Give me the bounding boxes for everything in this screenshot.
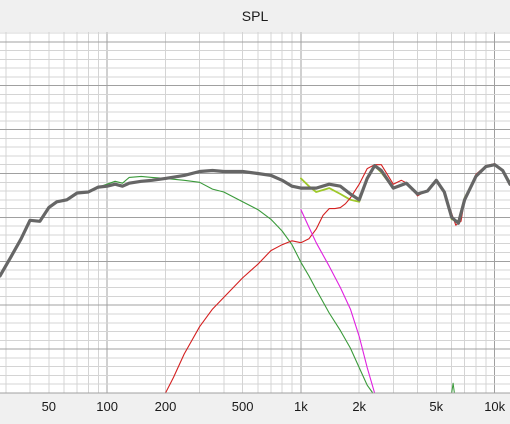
x-tick-labels: 50 100 200 500 1k 2k 5k 10k: [42, 399, 506, 414]
x-tick-label: 200: [155, 399, 177, 414]
x-tick-label: 5k: [429, 399, 443, 414]
x-tick-label: 50: [42, 399, 56, 414]
series-line-4: [300, 209, 376, 394]
chart-title: SPL: [241, 8, 269, 24]
x-tick-label: 2k: [352, 399, 366, 414]
series-line-5: [0, 163, 510, 278]
x-tick-label: 100: [96, 399, 118, 414]
x-tick-label: 500: [232, 399, 254, 414]
plot-area: [0, 32, 510, 393]
grid-lines: [0, 32, 510, 393]
series-layer: [0, 163, 510, 394]
x-tick-label: 10k: [484, 399, 505, 414]
series-line-6: [451, 382, 455, 394]
x-tick-label: 1k: [294, 399, 308, 414]
